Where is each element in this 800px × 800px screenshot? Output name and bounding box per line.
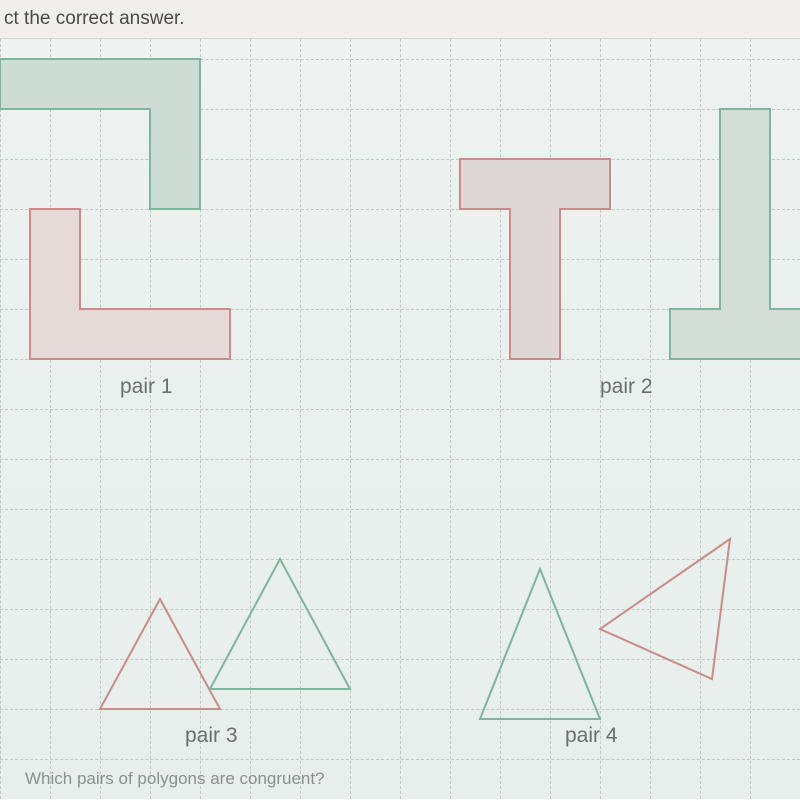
pair2-label: pair 2 <box>600 375 653 399</box>
pair4-label: pair 4 <box>565 724 618 748</box>
grid-canvas: pair 1 pair 2 pair 3 pair 4 Which pairs … <box>0 39 800 799</box>
pair1-label: pair 1 <box>120 375 173 399</box>
pair2-red-shape <box>460 159 620 369</box>
instruction-text: ct the correct answer. <box>4 8 185 29</box>
pair4-green-triangle <box>480 569 610 729</box>
pair4-red-triangle <box>600 539 740 689</box>
pair2-green-shape <box>670 109 800 369</box>
pair3-label: pair 3 <box>185 724 238 748</box>
instruction-bar: ct the correct answer. <box>0 0 800 39</box>
question-text: Which pairs of polygons are congruent? <box>25 769 325 789</box>
pair1-red-shape <box>30 209 240 369</box>
pair1-green-shape <box>0 59 210 219</box>
pair3-green-triangle <box>210 559 360 699</box>
